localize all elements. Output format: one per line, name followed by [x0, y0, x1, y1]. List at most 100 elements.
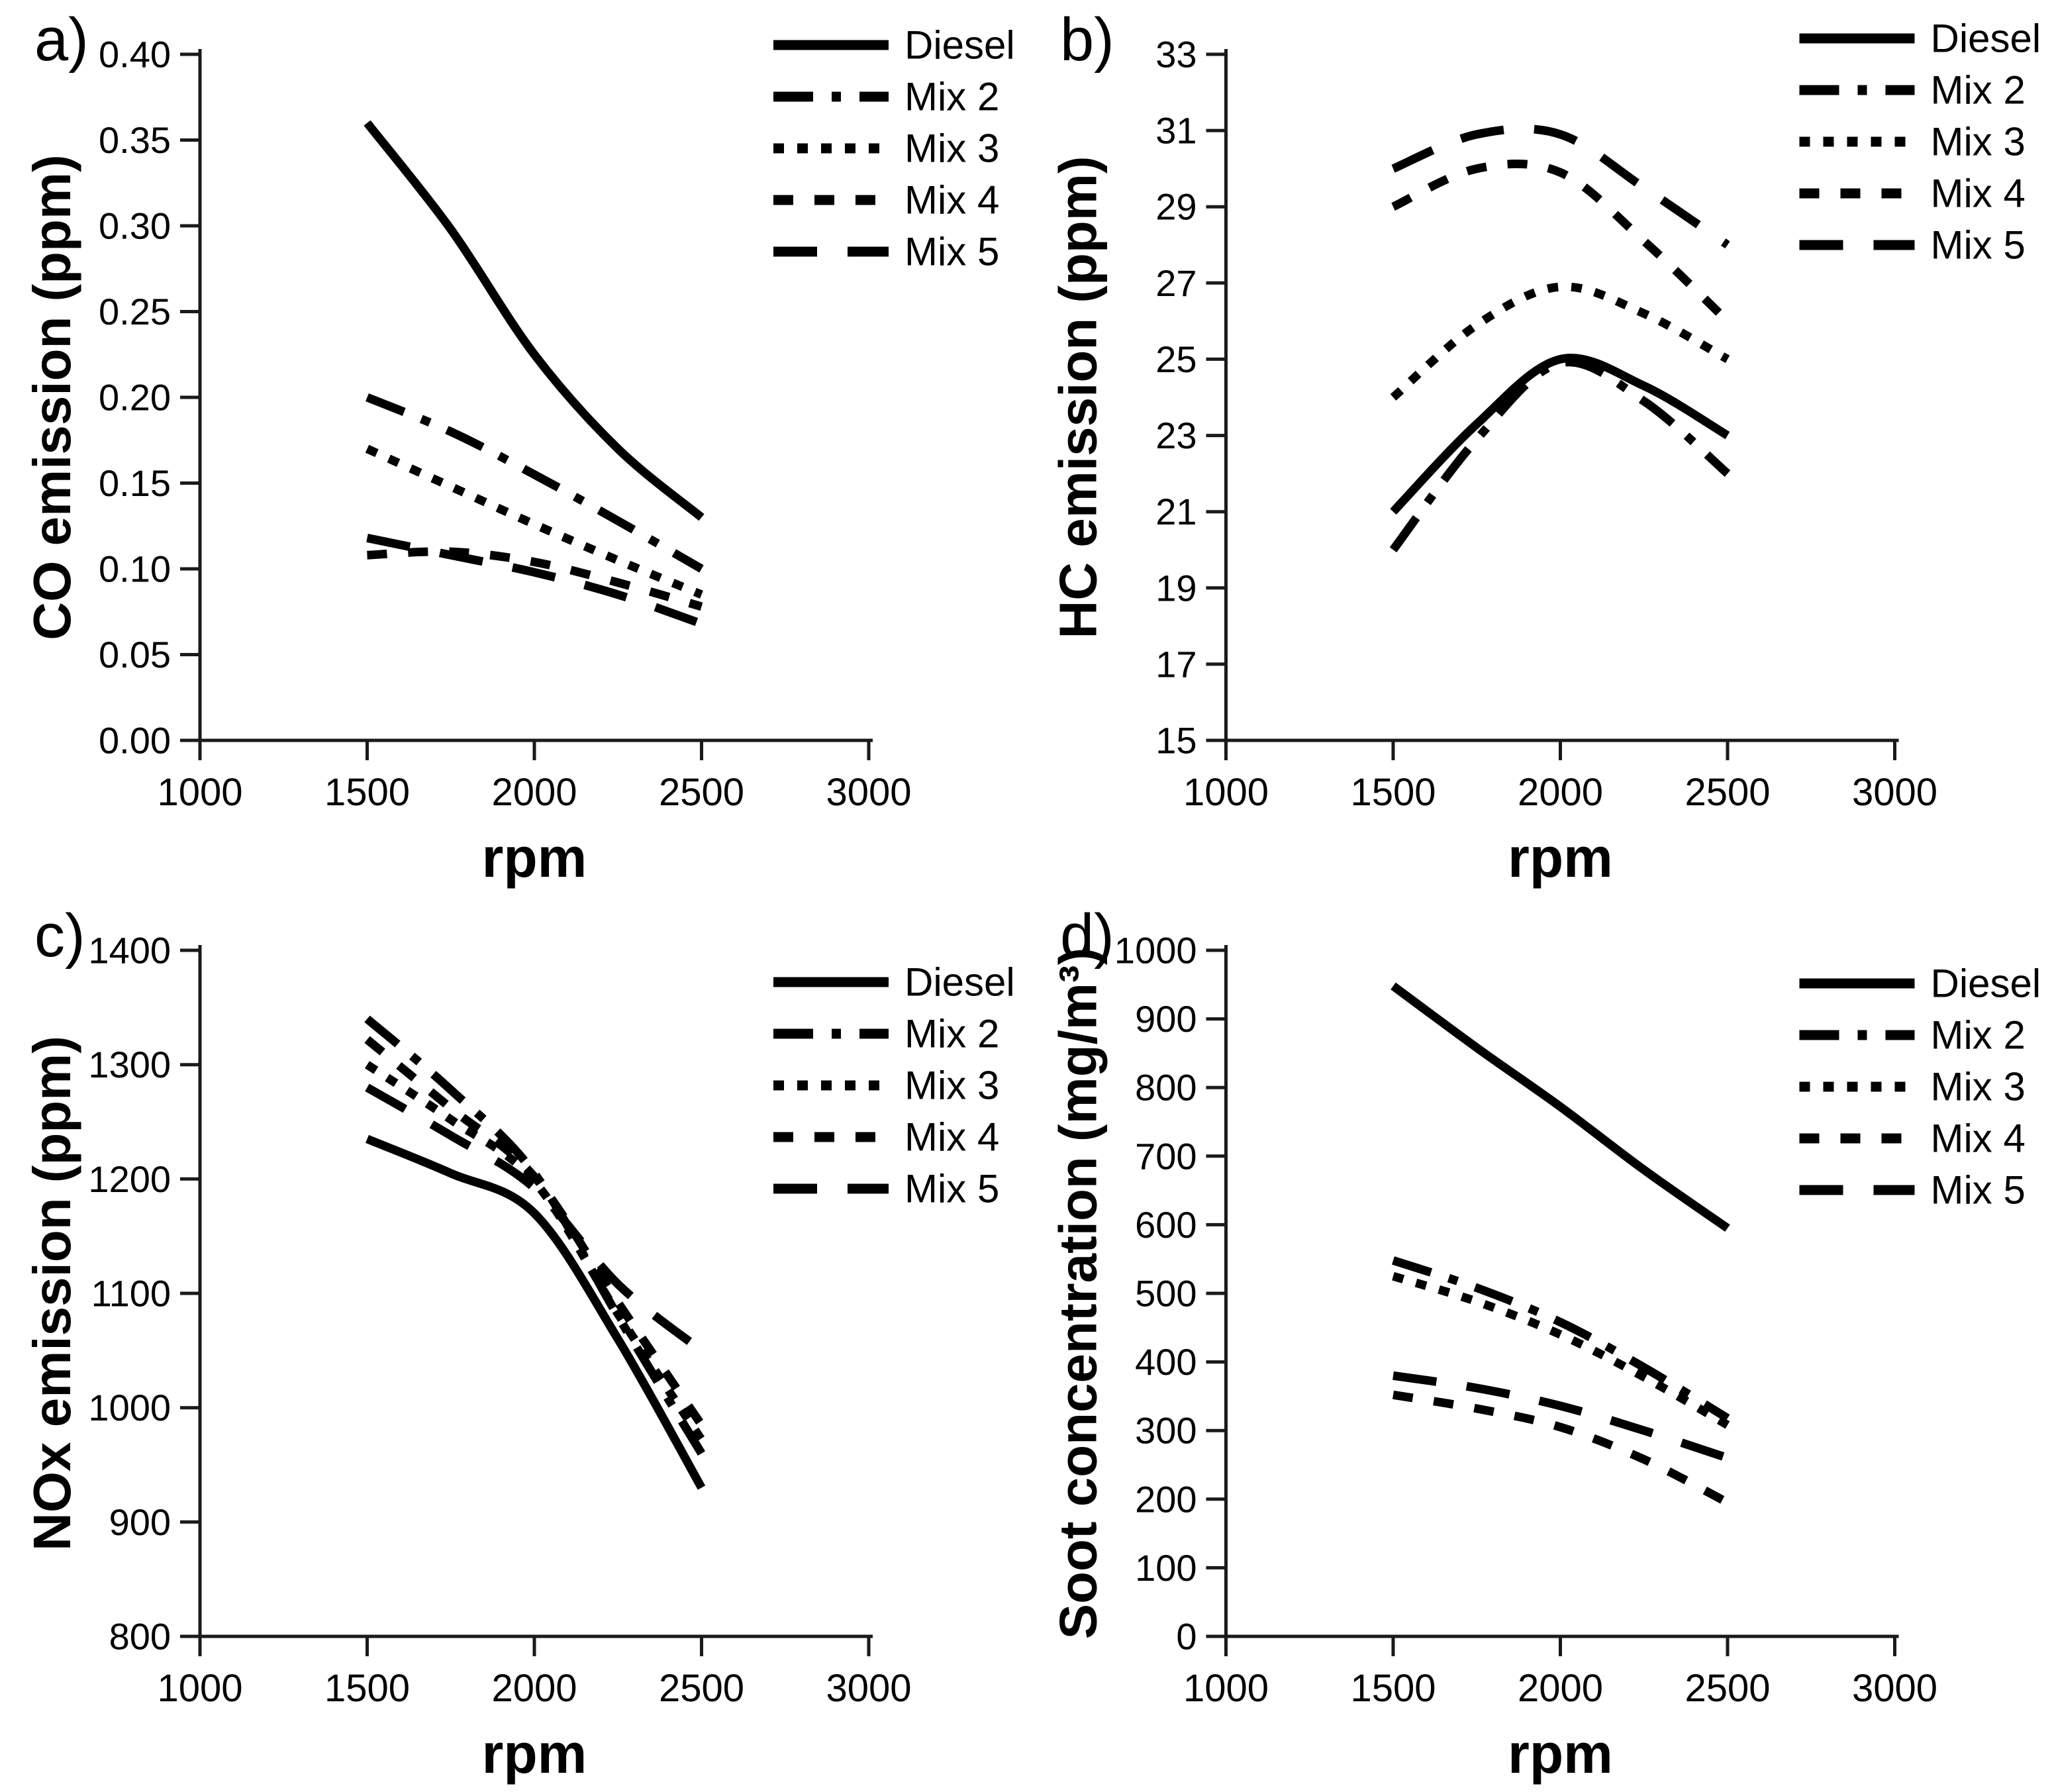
y-tick-label: 900: [109, 1501, 171, 1543]
y-tick-label: 1000: [1114, 930, 1197, 971]
axes: [198, 945, 873, 1638]
series-mix-3: [1392, 1271, 1730, 1429]
legend-label-mix-4: Mix 4: [904, 1115, 999, 1160]
x-tick-label: 1000: [157, 771, 242, 814]
series-mix-4: [1391, 159, 1731, 324]
series-mix-3: [1390, 282, 1730, 401]
legend-label-mix-4: Mix 4: [904, 178, 999, 223]
y-tick-label: 800: [109, 1616, 171, 1658]
series-mix-4: [1392, 1390, 1730, 1507]
x-tick-label: 2000: [491, 1667, 577, 1710]
y-axis-label: CO emission (ppm): [23, 154, 81, 640]
x-tick-label: 2500: [659, 1667, 744, 1710]
x-tick-label: 3000: [826, 771, 911, 814]
y-tick-label: 700: [1135, 1135, 1197, 1177]
y-tick-label: 0.10: [99, 548, 171, 590]
panel-letter-a: a): [34, 6, 89, 74]
x-tick-label: 1500: [1350, 1667, 1436, 1710]
legend-label-mix-2: Mix 2: [904, 75, 999, 119]
y-tick-label: 0.40: [99, 34, 171, 75]
legend-label-mix-3: Mix 3: [904, 1064, 999, 1108]
y-tick-label: 1300: [88, 1044, 171, 1085]
y-tick-label: 1400: [88, 930, 171, 971]
legend-label-diesel: Diesel: [904, 960, 1015, 1005]
y-tick-label: 33: [1155, 34, 1197, 75]
y-tick-label: 1100: [91, 1273, 171, 1315]
legend-label-diesel: Diesel: [1931, 962, 2041, 1006]
legend-label-mix-5: Mix 5: [1931, 1168, 2026, 1213]
y-tick-label: 0.15: [99, 462, 171, 504]
y-tick-label: 0.35: [99, 119, 171, 161]
y-tick-label: 31: [1155, 110, 1197, 152]
legend-label-mix-3: Mix 3: [904, 126, 999, 171]
x-tick-label: 1500: [1350, 771, 1436, 814]
series-diesel: [1390, 354, 1730, 515]
y-tick-label: 23: [1155, 415, 1197, 456]
y-tick-label: 500: [1135, 1273, 1197, 1315]
panel-letter-b: b): [1060, 6, 1114, 74]
series-mix-5: [366, 534, 703, 628]
series-mix-2: [366, 393, 704, 573]
series-mix-5: [1392, 1371, 1730, 1462]
x-tick-label: 2000: [1518, 771, 1603, 814]
axes: [1224, 49, 1899, 742]
series-mix-4: [364, 1036, 705, 1428]
legend-label-mix-5: Mix 5: [1931, 223, 2026, 268]
y-tick-label: 19: [1155, 567, 1197, 609]
y-tick-label: 27: [1155, 262, 1197, 304]
legend-label-mix-2: Mix 2: [904, 1012, 999, 1056]
x-tick-label: 2000: [491, 771, 577, 814]
y-tick-label: 17: [1155, 643, 1197, 685]
series-mix-5: [1391, 124, 1730, 249]
y-tick-label: 0: [1176, 1616, 1197, 1658]
y-axis-label: HC emission (ppm): [1049, 156, 1108, 639]
y-tick-label: 21: [1155, 491, 1197, 532]
y-tick-label: 900: [1135, 998, 1197, 1040]
legend-label-mix-5: Mix 5: [904, 1167, 999, 1211]
legend-label-diesel: Diesel: [1931, 17, 2041, 61]
y-tick-label: 600: [1135, 1204, 1197, 1246]
legend-label-mix-2: Mix 2: [1931, 68, 2026, 113]
y-axis-label: Soot concentration (mg/m³): [1049, 948, 1108, 1639]
x-axis-label: rpm: [1508, 826, 1613, 889]
panel-c: c) 800 900 1000 1100 1200 1300 1400 1000 1500 200…: [0, 896, 1026, 1792]
legend-label-mix-4: Mix 4: [1931, 1117, 2026, 1161]
y-tick-label: 0.05: [99, 634, 171, 675]
x-tick-label: 2500: [1685, 771, 1770, 814]
y-tick-label: 400: [1135, 1341, 1197, 1383]
series-diesel: [364, 120, 705, 521]
x-tick-label: 1000: [1183, 771, 1269, 814]
series-mix-4: [367, 547, 703, 611]
y-tick-label: 1000: [88, 1387, 171, 1428]
series-diesel: [366, 1134, 706, 1490]
x-tick-label: 2500: [1685, 1667, 1770, 1710]
series-diesel: [1391, 982, 1730, 1232]
y-tick-label: 0.00: [99, 720, 171, 762]
axes: [198, 49, 873, 742]
legend-label-diesel: Diesel: [904, 23, 1015, 68]
x-tick-label: 1000: [1183, 1667, 1269, 1710]
soot-concentration-chart: 0 100 200 300 400 500 600 700 800 900 1000 1000 1500…: [1049, 930, 2041, 1785]
panel-a: a) 0.00 0.05 0.10 0.15 0.20 0.25 0.30 0.35 0.40 1…: [0, 0, 1026, 896]
y-tick-label: 100: [1135, 1547, 1197, 1589]
hc-emission-chart: 15 17 19 21 23 25 27 29 31 33 1000 1500 2000 2500 3000…: [1049, 17, 2041, 889]
y-tick-label: 29: [1155, 186, 1197, 228]
x-tick-label: 2500: [659, 771, 744, 814]
axes: [1224, 945, 1899, 1638]
x-tick-label: 1500: [324, 1667, 410, 1710]
legend-label-mix-4: Mix 4: [1931, 172, 2026, 216]
nox-emission-chart: 800 900 1000 1100 1200 1300 1400 1000 1500 2000 25…: [23, 930, 1015, 1785]
y-tick-label: 0.20: [99, 377, 171, 419]
series-mix-2: [1389, 358, 1731, 553]
legend-label-mix-5: Mix 5: [904, 230, 999, 274]
series-mix-3: [364, 1061, 705, 1442]
legend-label-mix-3: Mix 3: [1931, 120, 2026, 164]
y-tick-label: 300: [1135, 1410, 1197, 1452]
y-tick-label: 25: [1155, 338, 1197, 380]
panel-b: b) 15 17 19 21 23 25 27 29 31 33 1000 1500 2000 2500 3…: [1026, 0, 2052, 896]
co-emission-chart: 0.00 0.05 0.10 0.15 0.20 0.25 0.30 0.35 0.40 1000…: [23, 23, 1015, 889]
panel-letter-d: d): [1060, 902, 1114, 970]
x-tick-label: 2000: [1518, 1667, 1603, 1710]
y-axis-label: NOx emission (ppm): [23, 1036, 81, 1551]
